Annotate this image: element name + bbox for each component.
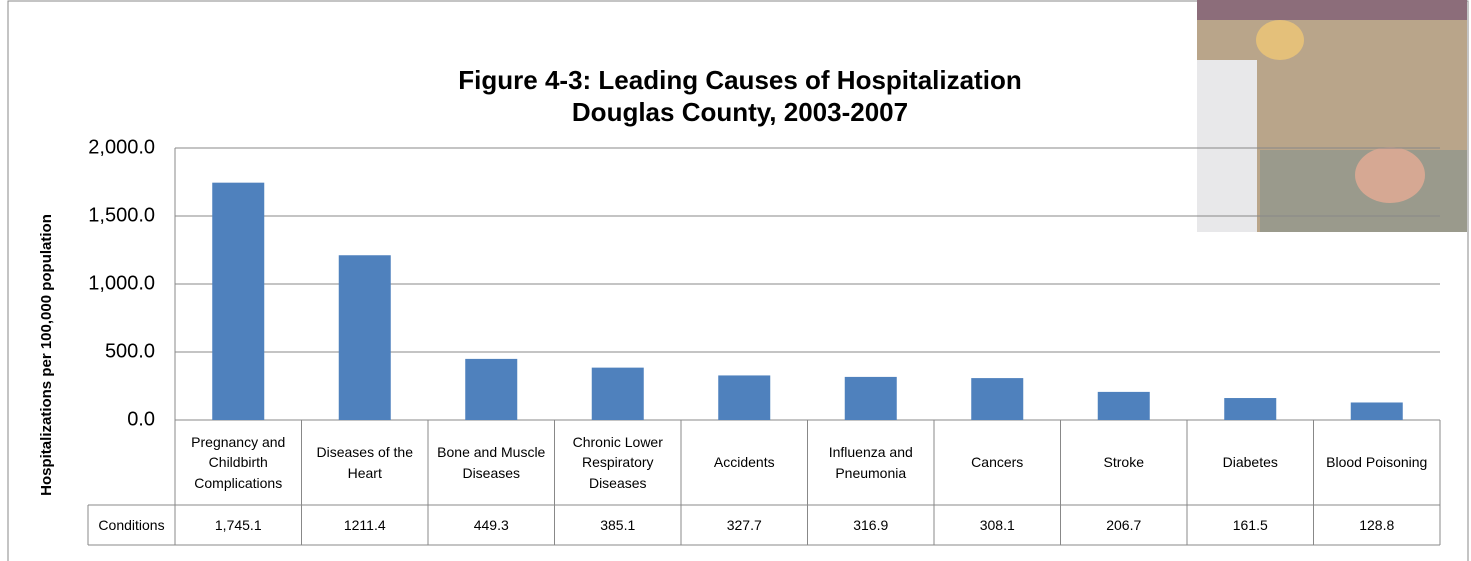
chart-title: Figure 4-3: Leading Causes of Hospitaliz… — [458, 65, 1021, 95]
value-label: 1,745.1 — [175, 505, 302, 545]
value-label: 206.7 — [1061, 505, 1188, 545]
value-label: 327.7 — [681, 505, 808, 545]
page: Figure 4-3: Leading Causes of Hospitaliz… — [0, 0, 1471, 561]
bar — [971, 378, 1023, 420]
y-axis-label: Hospitalizations per 100,000 population — [38, 214, 55, 496]
x-tick-label: Bone and Muscle Diseases — [428, 420, 555, 505]
value-label: 316.9 — [808, 505, 935, 545]
value-label: 128.8 — [1314, 505, 1441, 545]
bar — [845, 377, 897, 420]
bar — [1351, 402, 1403, 420]
x-tick-label: Cancers — [934, 420, 1061, 505]
y-tick-label: 500.0 — [105, 340, 155, 362]
x-tick-label: Blood Poisoning — [1314, 420, 1441, 505]
photo — [1197, 0, 1467, 232]
x-tick-label: Influenza and Pneumonia — [808, 420, 935, 505]
value-label: 385.1 — [555, 505, 682, 545]
x-tick-label: Diabetes — [1187, 420, 1314, 505]
x-tick-label: Stroke — [1061, 420, 1188, 505]
bar — [465, 359, 517, 420]
bar — [212, 183, 264, 420]
bar — [1224, 398, 1276, 420]
value-label: 308.1 — [934, 505, 1061, 545]
x-tick-label: Diseases of the Heart — [302, 420, 429, 505]
value-label: 1211.4 — [302, 505, 429, 545]
value-label: 449.3 — [428, 505, 555, 545]
x-tick-label: Accidents — [681, 420, 808, 505]
value-label: 161.5 — [1187, 505, 1314, 545]
bar — [592, 368, 644, 420]
bar — [718, 375, 770, 420]
x-tick-label: Chronic Lower Respiratory Diseases — [555, 420, 682, 505]
bar — [1098, 392, 1150, 420]
legend-label: Conditions — [88, 505, 175, 545]
bar — [339, 255, 391, 420]
y-tick-label: 2,000.0 — [88, 136, 155, 158]
y-tick-label: 1,000.0 — [88, 272, 155, 294]
x-tick-label: Pregnancy and Childbirth Complications — [175, 420, 302, 505]
y-tick-label: 1,500.0 — [88, 204, 155, 226]
y-tick-label: 0.0 — [127, 408, 155, 430]
chart-subtitle: Douglas County, 2003-2007 — [572, 97, 908, 127]
